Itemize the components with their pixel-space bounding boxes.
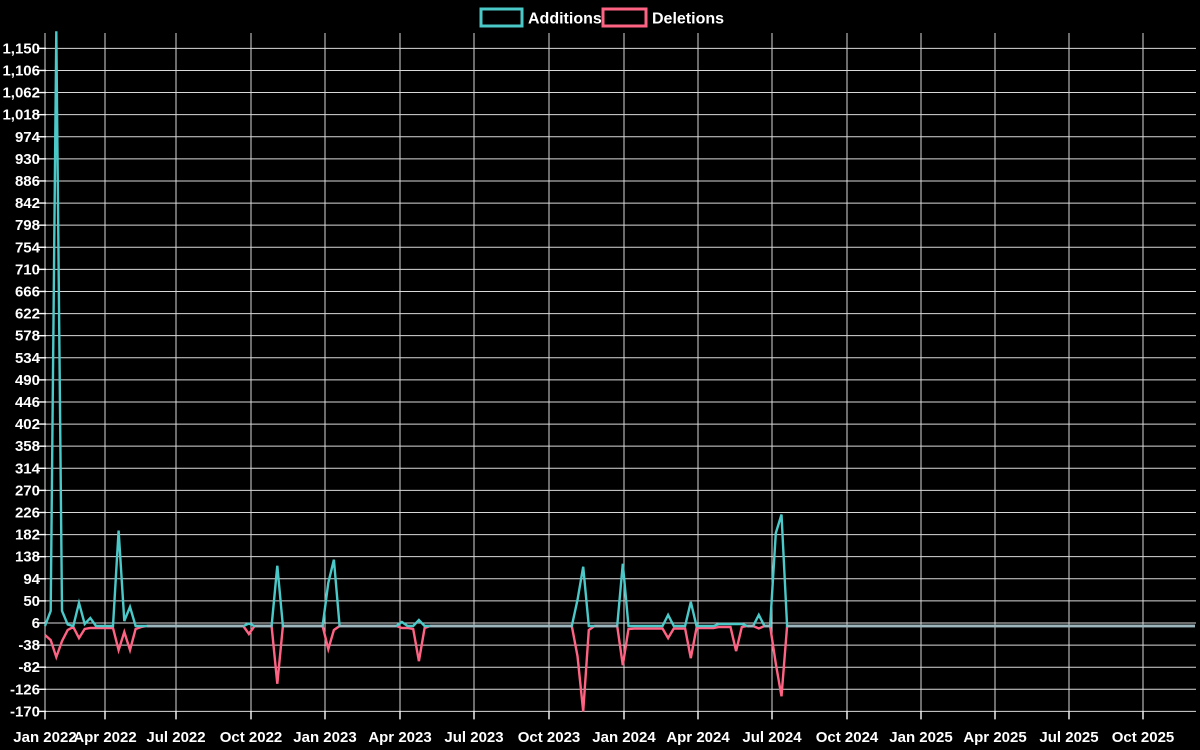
y-axis-tick-label: 1,018	[2, 107, 40, 124]
y-axis-tick-label: 490	[15, 372, 40, 389]
y-axis-tick-label: 446	[15, 394, 40, 411]
y-axis-tick-label: 842	[15, 195, 40, 212]
x-axis-tick-label: Jan 2024	[592, 729, 656, 746]
y-axis-tick-label: 622	[15, 306, 40, 323]
y-axis-tick-label: 754	[15, 239, 41, 256]
legend-swatch-deletions-icon	[601, 7, 648, 28]
x-axis-tick-label: Oct 2025	[1112, 729, 1175, 746]
y-axis-tick-label: 314	[15, 460, 41, 477]
x-axis-tick-label: Jul 2023	[444, 729, 503, 746]
y-axis-tick-label: 974	[15, 129, 41, 146]
x-axis-tick-label: Jan 2025	[889, 729, 952, 746]
y-axis-tick-label: 1,062	[2, 85, 40, 102]
x-axis-tick-label: Apr 2024	[666, 729, 730, 746]
y-axis-tick-label: 798	[15, 217, 40, 234]
x-axis-tick-label: Oct 2023	[518, 729, 581, 746]
legend-label-deletions: Deletions	[652, 11, 724, 28]
y-axis-tick-label: 182	[15, 527, 40, 544]
x-axis-tick-label: Jul 2024	[742, 729, 802, 746]
additions-line	[43, 31, 1195, 628]
legend-swatch-additions-icon	[479, 7, 524, 28]
y-axis-tick-label: 1,150	[2, 40, 40, 57]
y-axis-tick-label: 138	[15, 549, 40, 566]
y-axis-tick-label: -170	[10, 703, 40, 720]
legend-item-additions[interactable]: Additions	[479, 7, 602, 28]
y-axis-tick-label: 50	[23, 593, 40, 610]
axis-ticks	[37, 47, 1144, 720]
y-axis-tick-label: 930	[15, 151, 40, 168]
deletions-line	[44, 624, 1195, 712]
y-axis-tick-label: 226	[15, 504, 40, 521]
y-axis-tick-label: 1,106	[2, 62, 40, 79]
x-axis-tick-label: Apr 2022	[73, 729, 136, 746]
y-axis-tick-label: 886	[15, 173, 40, 190]
y-axis-tick-label: 710	[15, 261, 40, 278]
y-axis-tick-label: 666	[15, 283, 40, 300]
x-axis-tick-label: Jan 2023	[293, 729, 356, 746]
y-axis-tick-label: -38	[18, 637, 40, 654]
legend-item-deletions[interactable]: Deletions	[601, 7, 724, 28]
y-axis-tick-label: 402	[15, 416, 40, 433]
x-axis-tick-label: Jul 2025	[1039, 729, 1098, 746]
y-axis-tick-label: -126	[10, 681, 40, 698]
grid-layer	[44, 33, 1196, 712]
legend: Additions Deletions	[479, 7, 724, 28]
y-axis-tick-label: 534	[15, 350, 41, 367]
x-axis-tick-label: Apr 2023	[368, 729, 431, 746]
x-axis-tick-label: Jul 2022	[146, 729, 205, 746]
y-axis-tick-label: 94	[23, 571, 40, 588]
x-axis-tick-label: Oct 2022	[220, 729, 283, 746]
y-axis-tick-label: -82	[18, 659, 40, 676]
axis-labels: -170 -126 -82 -38 6 50 94 138 182 226 270 314 358 402…	[2, 40, 1174, 746]
y-axis-tick-label: 6	[32, 615, 40, 632]
y-axis-tick-label: 270	[15, 482, 40, 499]
y-axis-tick-label: 358	[15, 438, 40, 455]
series-layer	[43, 31, 1195, 712]
x-axis-tick-label: Apr 2025	[963, 729, 1026, 746]
x-axis-tick-label: Oct 2024	[816, 729, 879, 746]
y-axis-tick-label: 578	[15, 328, 40, 345]
x-axis-tick-label: Jan 2022	[13, 729, 76, 746]
legend-label-additions: Additions	[528, 11, 602, 28]
